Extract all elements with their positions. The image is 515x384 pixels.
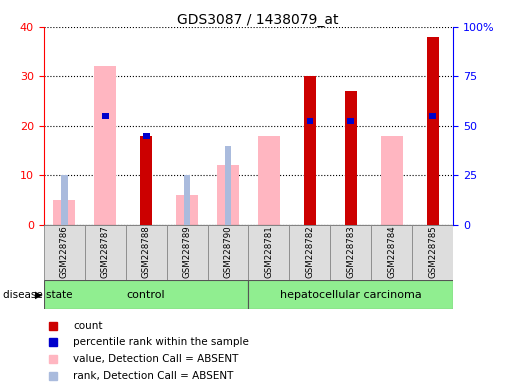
Text: rank, Detection Call = ABSENT: rank, Detection Call = ABSENT [73, 371, 234, 381]
FancyBboxPatch shape [412, 225, 453, 280]
Text: GDS3087 / 1438079_at: GDS3087 / 1438079_at [177, 13, 338, 27]
Text: percentile rank within the sample: percentile rank within the sample [73, 338, 249, 348]
Text: GSM228783: GSM228783 [347, 225, 355, 278]
Text: GSM228786: GSM228786 [60, 225, 68, 278]
FancyBboxPatch shape [330, 225, 371, 280]
Bar [53, 200, 75, 225]
FancyBboxPatch shape [44, 280, 248, 309]
Text: GSM228781: GSM228781 [265, 225, 273, 278]
Bar [258, 136, 280, 225]
Text: ▶: ▶ [35, 290, 42, 300]
FancyBboxPatch shape [84, 225, 126, 280]
Bar [102, 113, 109, 119]
Text: hepatocellular carcinoma: hepatocellular carcinoma [280, 290, 422, 300]
FancyBboxPatch shape [248, 280, 453, 309]
Bar [184, 175, 191, 225]
FancyBboxPatch shape [166, 225, 208, 280]
Text: value, Detection Call = ABSENT: value, Detection Call = ABSENT [73, 354, 238, 364]
Text: GSM228782: GSM228782 [305, 225, 314, 278]
Bar [430, 113, 436, 119]
Bar [94, 66, 116, 225]
Text: GSM228785: GSM228785 [428, 225, 437, 278]
Bar [381, 136, 403, 225]
Text: GSM228788: GSM228788 [142, 225, 150, 278]
FancyBboxPatch shape [248, 225, 289, 280]
Bar [176, 195, 198, 225]
Bar [143, 133, 149, 139]
Bar [304, 76, 316, 225]
Text: GSM228789: GSM228789 [183, 225, 192, 278]
Text: GSM228784: GSM228784 [387, 225, 396, 278]
FancyBboxPatch shape [44, 225, 84, 280]
FancyBboxPatch shape [208, 225, 248, 280]
Bar [345, 91, 357, 225]
Bar [140, 136, 152, 225]
Bar [348, 118, 354, 124]
Text: GSM228787: GSM228787 [101, 225, 110, 278]
FancyBboxPatch shape [126, 225, 166, 280]
FancyBboxPatch shape [289, 225, 330, 280]
Text: GSM228790: GSM228790 [224, 225, 232, 278]
Bar [61, 175, 67, 225]
Bar [217, 166, 239, 225]
Bar [306, 118, 313, 124]
Text: disease state: disease state [3, 290, 72, 300]
Bar [225, 146, 231, 225]
Bar [426, 37, 439, 225]
FancyBboxPatch shape [371, 225, 412, 280]
Text: count: count [73, 321, 102, 331]
Text: control: control [127, 290, 165, 300]
